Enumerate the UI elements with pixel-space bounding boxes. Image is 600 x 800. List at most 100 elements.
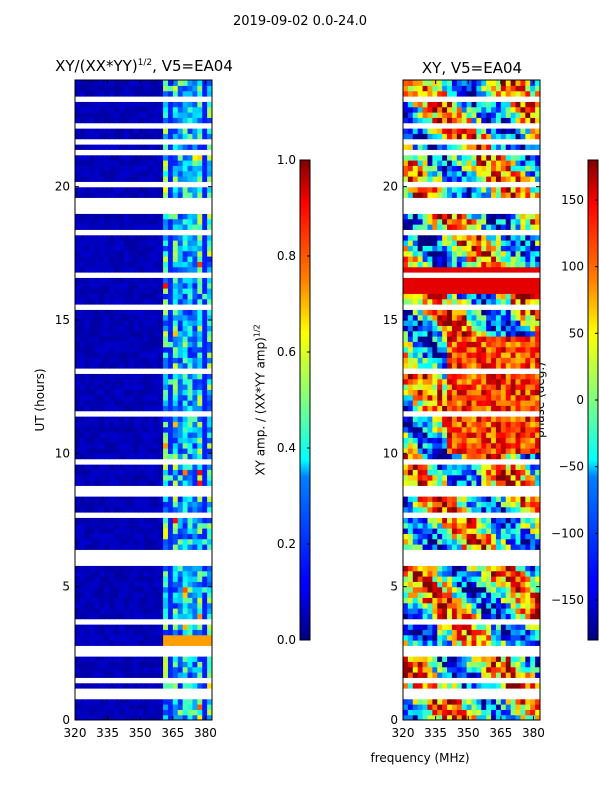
amp-cell [143,624,149,630]
amp-cell [79,288,86,294]
amp-cell [84,565,91,572]
amp-cell [114,458,120,465]
amp-cell [84,80,91,86]
amp-cell [79,661,86,668]
amp-cell [182,682,189,689]
phase-cell [442,672,448,678]
amp-cell [148,261,154,268]
amp-cell [79,693,86,700]
amp-cell [99,394,105,401]
phase-cell [530,688,536,694]
amp-cell [148,608,154,614]
phase-cell [407,714,414,720]
amp-cell [89,618,96,625]
amp-cell [123,656,130,662]
phase-cell [456,677,463,684]
phase-cell [510,512,517,518]
amp-cell [158,437,164,444]
phase-cell [491,522,497,529]
phase-cell [491,416,497,422]
amp-cell [158,362,164,369]
phase-cell [495,538,502,545]
amp-cell [119,122,125,129]
phase-cell [461,704,468,710]
amp-cell [138,650,145,657]
amp-cell [143,368,149,374]
phase-cell [417,426,424,433]
amp-cell [182,112,189,118]
amp-cell [182,165,189,172]
phase-cell [437,682,443,689]
amp-cell [119,656,125,662]
amp-cell [89,133,96,140]
amp-cell [104,517,110,524]
phase-cell [407,560,414,566]
amp-cell [109,352,115,358]
phase-cell [505,448,512,454]
phase-cell [403,416,409,422]
amp-cell [109,314,115,321]
amp-cell [167,586,174,593]
phase-cell [447,453,453,460]
phase-cell [530,506,536,513]
amp-cell [84,320,91,326]
amp-cell [99,165,105,172]
amp-cell [109,85,115,92]
phase-cell [447,688,453,694]
phase-cell [432,496,438,502]
phase-cell [535,538,540,545]
amp-cell [163,90,169,97]
phase-cell [403,693,409,700]
amp-cell [123,592,130,598]
amp-cell [84,416,91,422]
amp-cell [163,474,169,481]
phase-cell [535,554,540,561]
amp-cell [104,309,110,316]
amp-cell [75,229,81,236]
phase-cell [456,624,463,630]
amp-cell [167,229,174,236]
amp-cell [114,560,120,566]
amp-cell [133,309,140,316]
amp-cell [114,90,120,97]
phase-cell [486,666,492,673]
amp-cell [202,304,208,310]
phase-cell [407,586,414,593]
phase-cell [427,544,433,550]
amp-cell [99,384,105,390]
amp-cell [148,624,154,630]
phase-cell [407,645,414,652]
amp-cell [109,474,115,481]
amp-cell [79,640,86,646]
phase-cell [403,480,409,486]
amp-cell [138,346,145,353]
phase-cell [447,597,453,604]
amp-cell [202,341,208,348]
phase-cell [505,650,512,657]
phase-cell [417,576,424,582]
amp-cell [75,485,81,492]
amp-cell [207,608,212,614]
phase-cell [407,544,414,550]
amp-cell [104,549,110,556]
phase-cell [432,458,438,465]
amp-cell [202,202,208,209]
amp-cell [114,437,120,444]
amp-cell [177,634,184,641]
phase-cell [495,448,502,454]
amp-cell [109,629,115,636]
amp-cell [153,389,159,396]
amp-cell [207,266,212,273]
amp-cell [143,266,149,273]
amp-cell [192,581,198,588]
phase-cell [427,645,433,652]
amp-cell [202,554,208,561]
phase-cell [505,533,512,540]
amp-cell [89,474,96,481]
phase-cell [491,602,497,609]
amp-cell [94,618,101,625]
amp-cell [79,122,86,129]
phase-cell [451,682,458,689]
amp-cell [128,346,135,353]
amp-cell [192,336,198,342]
